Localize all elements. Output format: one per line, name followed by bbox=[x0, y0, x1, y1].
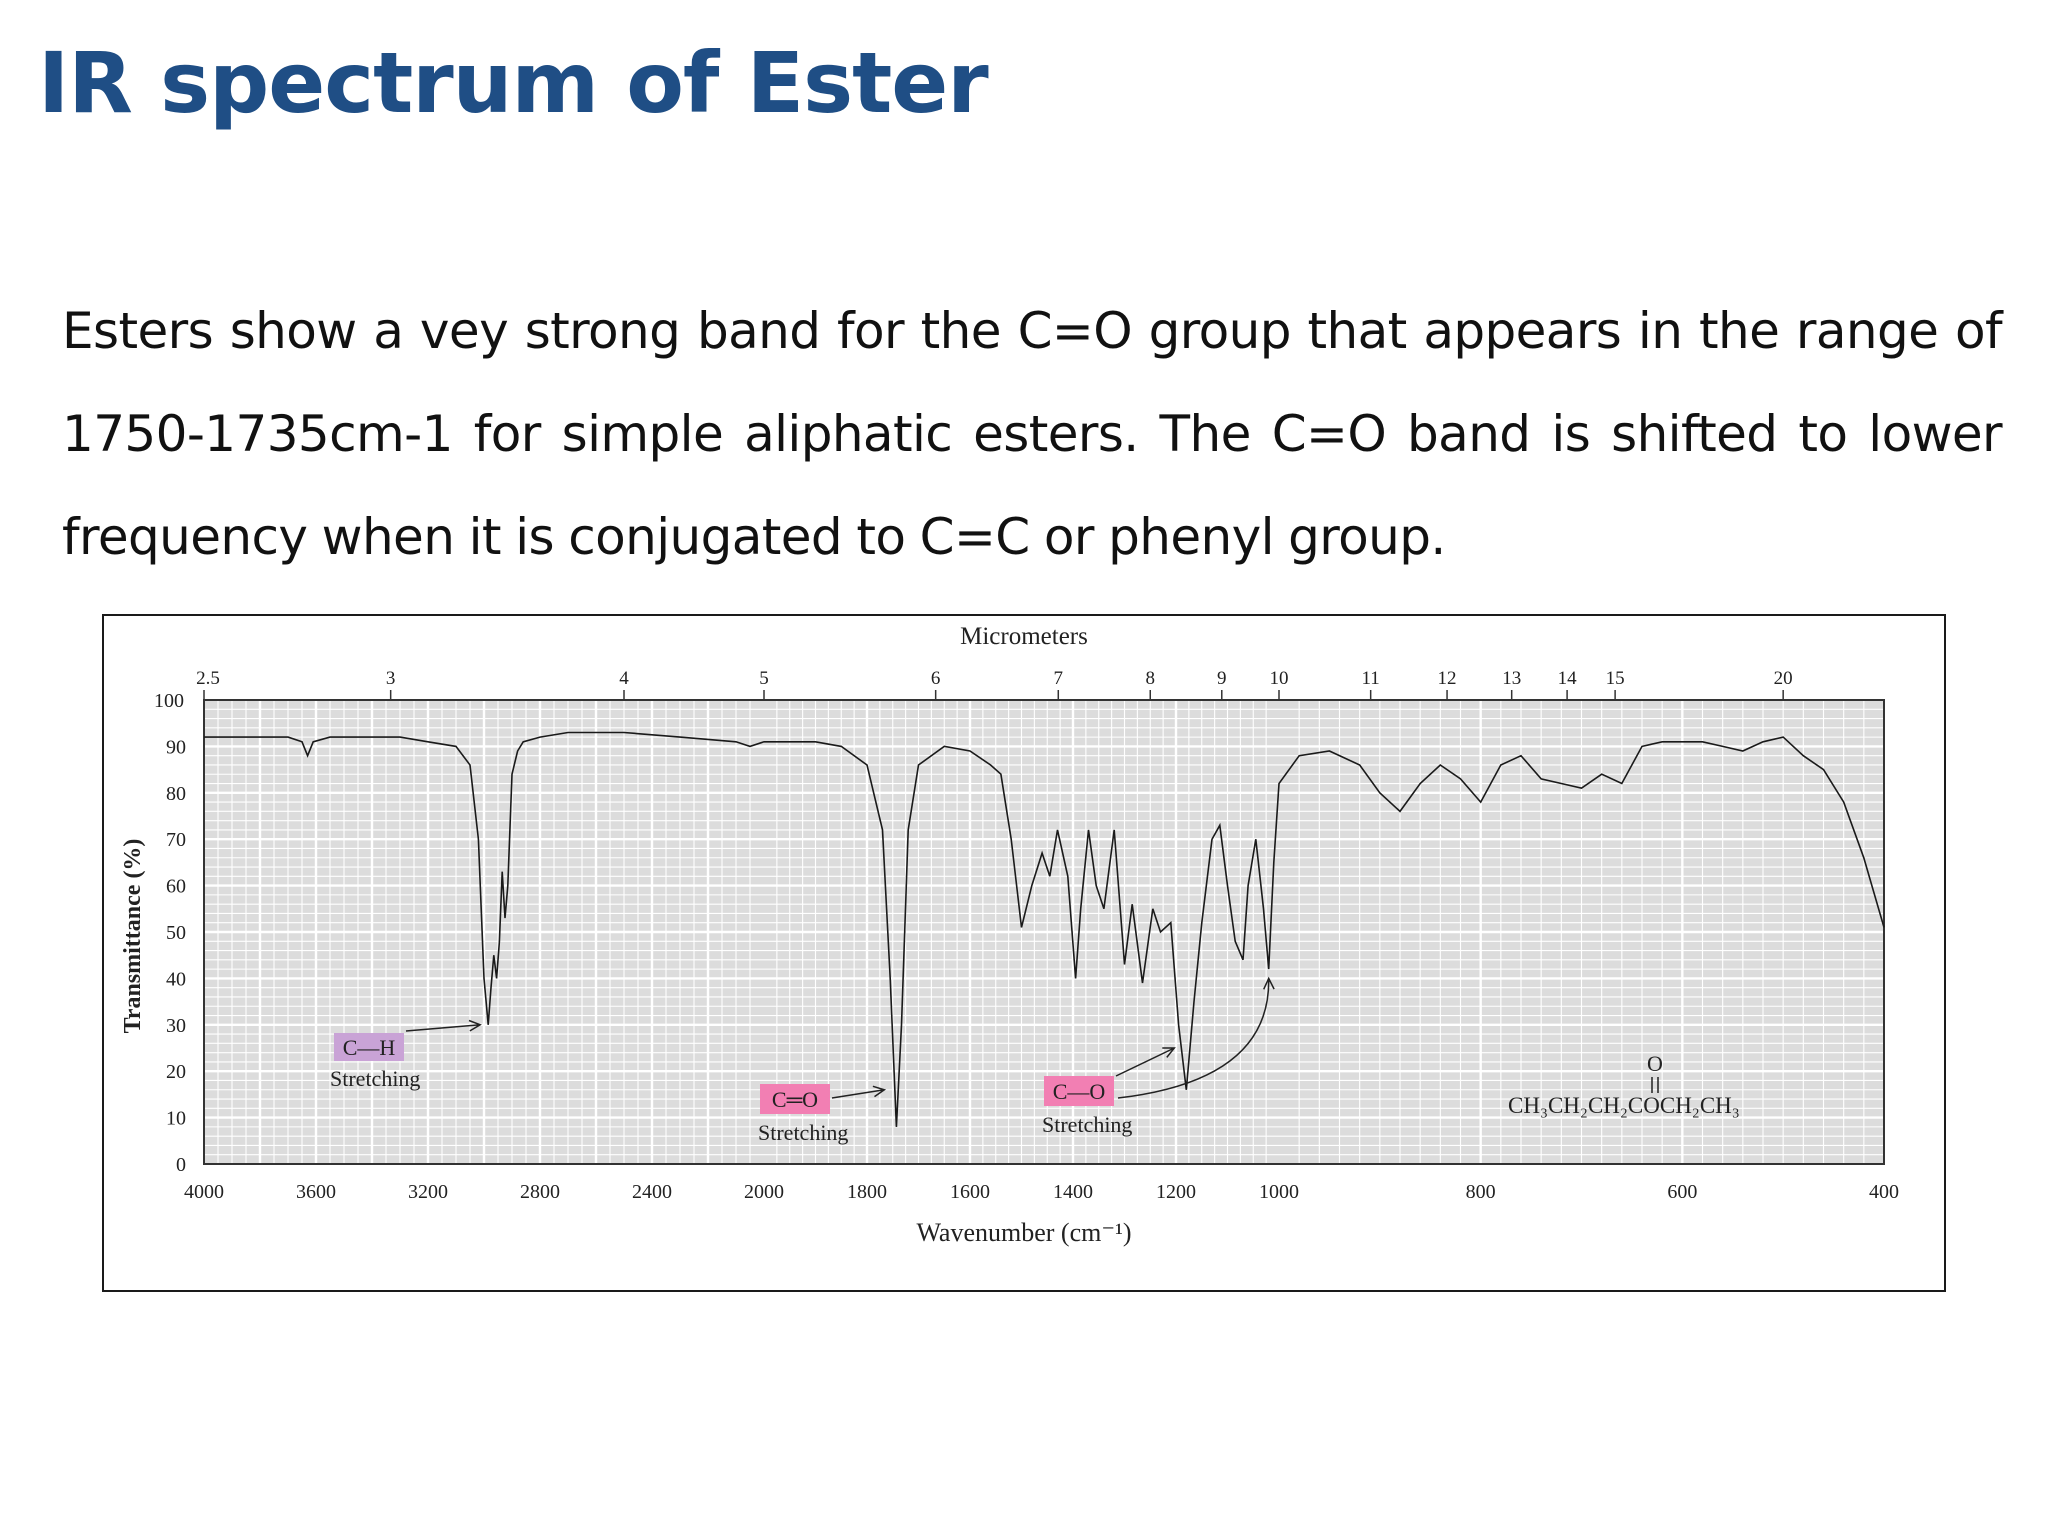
micrometer-tick-label: 7 bbox=[1054, 668, 1064, 689]
y-tick-label: 20 bbox=[166, 1061, 186, 1083]
annotation-ch-stretching: C—H Stretching bbox=[330, 1019, 482, 1091]
ir-spectrum-figure: 4000 3600 3200 2800 2400 2000 1800 1600 1400 1200… bbox=[102, 614, 1946, 1292]
annotation-co-single-stretching: C—O Stretching bbox=[1042, 976, 1275, 1137]
x-tick-label: 3600 bbox=[296, 1181, 336, 1203]
micrometer-tick-label: 4 bbox=[619, 668, 629, 689]
annotation-co-double-sublabel: Stretching bbox=[758, 1120, 848, 1145]
grid-lines bbox=[204, 700, 1884, 1164]
slide-body-text: Esters show a vey strong band for the C=… bbox=[62, 302, 2003, 566]
y-tick-label: 70 bbox=[166, 829, 186, 851]
y-tick-label: 10 bbox=[166, 1108, 186, 1130]
y-tick-label: 90 bbox=[166, 736, 186, 758]
annotation-ch-sublabel: Stretching bbox=[330, 1066, 420, 1091]
slide-title: IR spectrum of Ester bbox=[38, 34, 989, 132]
x-tick-label: 1800 bbox=[847, 1181, 887, 1203]
arrow-icon bbox=[1115, 1047, 1176, 1077]
annotation-co-double-stretching: C═O Stretching bbox=[758, 1084, 887, 1145]
y-tick-label: 100 bbox=[154, 690, 184, 712]
annotation-co-double-label: C═O bbox=[772, 1087, 818, 1112]
y-tick-label: 30 bbox=[166, 1015, 186, 1037]
y-tick-label: 50 bbox=[166, 922, 186, 944]
ester-structure: O CH₃CH₂CH₂COCH₂CH₃ bbox=[1508, 1051, 1740, 1118]
micrometer-tick-label: 12 bbox=[1438, 668, 1457, 689]
spectrum-line bbox=[204, 731, 1885, 1127]
x-tick-label: 800 bbox=[1466, 1181, 1496, 1203]
micrometer-tick-label: 13 bbox=[1502, 668, 1521, 689]
annotation-co-single-sublabel: Stretching bbox=[1042, 1112, 1132, 1137]
x-tick-label: 400 bbox=[1869, 1181, 1899, 1203]
y-tick-label: 60 bbox=[166, 876, 186, 898]
x-tick-label: 3200 bbox=[408, 1181, 448, 1203]
annotation-co-single-label: C—O bbox=[1053, 1079, 1106, 1104]
x-tick-label: 2400 bbox=[632, 1181, 672, 1203]
x-tick-label: 1000 bbox=[1259, 1181, 1299, 1203]
x-tick-label: 2000 bbox=[744, 1181, 784, 1203]
structure-oxygen: O bbox=[1647, 1051, 1663, 1076]
micrometer-tick-label: 6 bbox=[931, 668, 941, 689]
micrometer-tick-label: 3 bbox=[386, 668, 396, 689]
y-tick-label: 80 bbox=[166, 783, 186, 805]
x-axis-label: Wavenumber (cm⁻¹) bbox=[916, 1218, 1131, 1247]
arrow-icon bbox=[1117, 976, 1275, 1099]
micrometer-tick-label: 20 bbox=[1774, 668, 1793, 689]
arrow-icon bbox=[831, 1085, 887, 1099]
micrometer-tick-label: 5 bbox=[759, 668, 769, 689]
micrometer-tick-label: 2.5 bbox=[196, 668, 220, 689]
y-axis-label: Transmittance (%) bbox=[120, 839, 146, 1034]
x-tick-label: 2800 bbox=[520, 1181, 560, 1203]
x-tick-label: 1400 bbox=[1053, 1181, 1093, 1203]
y-tick-label: 40 bbox=[166, 968, 186, 990]
x-tick-label: 600 bbox=[1667, 1181, 1697, 1203]
micrometer-tick-label: 14 bbox=[1558, 668, 1578, 689]
x-tick-label: 1200 bbox=[1156, 1181, 1196, 1203]
micrometer-tick-label: 11 bbox=[1362, 668, 1380, 689]
x-tick-label: 4000 bbox=[184, 1181, 224, 1203]
x-tick-label: 1600 bbox=[950, 1181, 990, 1203]
y-tick-label: 0 bbox=[176, 1154, 186, 1176]
micrometer-tick-label: 9 bbox=[1217, 668, 1227, 689]
ir-spectrum-chart: 4000 3600 3200 2800 2400 2000 1800 1600 1400 1200… bbox=[120, 623, 1899, 1247]
top-axis-label: Micrometers bbox=[960, 623, 1088, 650]
micrometer-tick-label: 8 bbox=[1146, 668, 1156, 689]
annotation-ch-label: C—H bbox=[343, 1035, 396, 1060]
axis-ticks: 4000 3600 3200 2800 2400 2000 1800 1600 1400 1200… bbox=[154, 668, 1899, 1203]
micrometer-tick-label: 10 bbox=[1270, 668, 1289, 689]
plot-border bbox=[203, 699, 1885, 1165]
micrometer-tick-label: 15 bbox=[1606, 668, 1625, 689]
arrow-icon bbox=[405, 1019, 482, 1032]
structure-formula: CH₃CH₂CH₂COCH₂CH₃ bbox=[1508, 1093, 1740, 1118]
